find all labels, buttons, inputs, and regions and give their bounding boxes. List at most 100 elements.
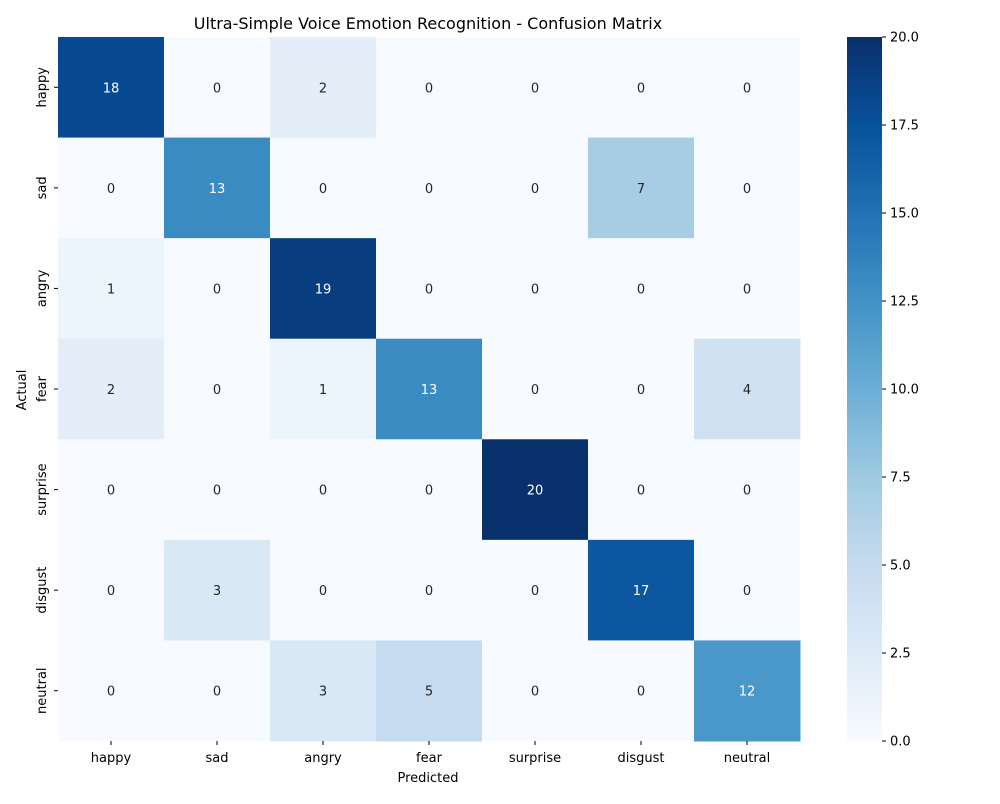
x-axis-ticks: happy sad angry fear surprise disgust neutral: [91, 741, 770, 766]
heatmap-cell: [482, 539, 589, 641]
heatmap-cell: [270, 37, 377, 139]
heatmap-cell-label: 0: [425, 484, 433, 499]
heatmap-cell-label: 0: [743, 182, 751, 197]
heatmap-cell-label: 4: [743, 383, 751, 398]
colorbar-tick-label: 5.0: [890, 559, 911, 574]
heatmap-cell-label: 0: [637, 282, 645, 297]
colorbar-ticks: 0.0 2.5 5.0 7.5 10.0 12.5 15.0 17.5 20.0: [882, 31, 919, 750]
y-axis-label: Actual: [15, 370, 30, 411]
heatmap-cell-label: 0: [319, 484, 327, 499]
heatmap-cell: [376, 137, 483, 239]
heatmap-cell: [58, 439, 165, 541]
heatmap-cell-label: 0: [425, 282, 433, 297]
colorbar-tick-label: 17.5: [890, 119, 919, 134]
heatmap-cell: [376, 640, 483, 742]
heatmap-cell: [482, 640, 589, 742]
heatmap-cell: [694, 539, 801, 641]
heatmap-cell: [164, 539, 271, 641]
heatmap-cell: [588, 439, 695, 541]
heatmap-cell: [482, 338, 589, 440]
heatmap-cell: [58, 338, 165, 440]
colorbar-tick-label: 0.0: [890, 735, 911, 750]
heatmap-cell: [270, 640, 377, 742]
x-tick-label: disgust: [618, 751, 665, 766]
heatmap-cell: [376, 439, 483, 541]
y-tick-label: angry: [35, 269, 50, 307]
heatmap-cell-label: 0: [107, 685, 115, 700]
x-tick-label: angry: [304, 751, 342, 766]
heatmap-cell-label: 0: [425, 182, 433, 197]
heatmap-cell-label: 0: [743, 484, 751, 499]
heatmap-cell-label: 7: [637, 182, 645, 197]
heatmap-cell: [694, 137, 801, 239]
heatmap-cell: [58, 37, 165, 139]
heatmap-cell-label: 0: [531, 685, 539, 700]
heatmap-cell-label: 0: [531, 182, 539, 197]
heatmap-cell-label: 20: [527, 484, 544, 499]
heatmap-cell-label: 0: [531, 383, 539, 398]
heatmap-cell-label: 3: [319, 685, 327, 700]
y-tick-label: fear: [35, 375, 50, 402]
heatmap-cell-label: 0: [531, 282, 539, 297]
heatmap-cell: [270, 439, 377, 541]
heatmap-cell: [58, 238, 165, 340]
heatmap-cell: [376, 338, 483, 440]
heatmap-cell-label: 0: [319, 584, 327, 599]
colorbar-tick-label: 20.0: [890, 31, 919, 46]
heatmap-cell-label: 3: [213, 584, 221, 599]
heatmap-cell: [588, 539, 695, 641]
chart-title: Ultra-Simple Voice Emotion Recognition -…: [194, 14, 662, 33]
heatmap-cell: [58, 137, 165, 239]
heatmap-cell-label: 0: [213, 282, 221, 297]
heatmap-cell: [270, 137, 377, 239]
x-axis-label: Predicted: [397, 771, 458, 786]
heatmap-cell: [58, 539, 165, 641]
heatmap-cell-label: 0: [637, 484, 645, 499]
heatmap-cell: [164, 37, 271, 139]
heatmap-cells: [58, 37, 801, 742]
heatmap-cell-label: 0: [743, 282, 751, 297]
heatmap-cell-label: 0: [637, 685, 645, 700]
colorbar: [847, 37, 882, 741]
heatmap-cell-labels: 18 0 2 0 0 0 00 13 0 0 0 7 01 0 19 0 0 0 02 0 1 13 0 0 40 0 0 0 20 0 0…: [103, 81, 756, 699]
heatmap-cell-label: 13: [209, 182, 226, 197]
heatmap-cell: [270, 238, 377, 340]
heatmap-cell: [376, 238, 483, 340]
heatmap-cell: [270, 539, 377, 641]
y-tick-label: happy: [35, 67, 50, 108]
heatmap-cell-label: 2: [319, 81, 327, 96]
heatmap-cell-label: 0: [213, 484, 221, 499]
y-tick-label: neutral: [35, 667, 50, 714]
heatmap-cell: [694, 238, 801, 340]
y-tick-label: sad: [35, 176, 50, 199]
heatmap-cell-label: 5: [425, 685, 433, 700]
heatmap-cell-label: 0: [637, 81, 645, 96]
heatmap-cell: [588, 37, 695, 139]
heatmap-cell-label: 0: [107, 182, 115, 197]
heatmap-cell-label: 0: [531, 81, 539, 96]
heatmap-cell-label: 0: [425, 584, 433, 599]
heatmap-cell-label: 0: [213, 383, 221, 398]
heatmap-cell-label: 18: [103, 81, 120, 96]
heatmap-cell: [164, 439, 271, 541]
heatmap-cell: [482, 37, 589, 139]
heatmap-cell-label: 0: [743, 81, 751, 96]
heatmap-cell: [164, 338, 271, 440]
x-tick-label: happy: [91, 751, 132, 766]
heatmap-cell: [164, 640, 271, 742]
y-axis-ticks: happy sad angry fear surprise disgust neutral: [35, 67, 58, 714]
heatmap-cell-label: 17: [633, 584, 650, 599]
colorbar-tick-label: 15.0: [890, 207, 919, 222]
colorbar-tick-label: 7.5: [890, 471, 911, 486]
heatmap-cell: [694, 37, 801, 139]
heatmap-cell-label: 0: [213, 685, 221, 700]
heatmap-cell: [588, 640, 695, 742]
heatmap-cell: [164, 238, 271, 340]
heatmap-cell-label: 19: [315, 282, 332, 297]
heatmap-cell: [694, 338, 801, 440]
heatmap-cell: [376, 539, 483, 641]
heatmap-cell-label: 0: [213, 81, 221, 96]
heatmap-cell-label: 12: [739, 685, 756, 700]
heatmap-cell: [694, 439, 801, 541]
